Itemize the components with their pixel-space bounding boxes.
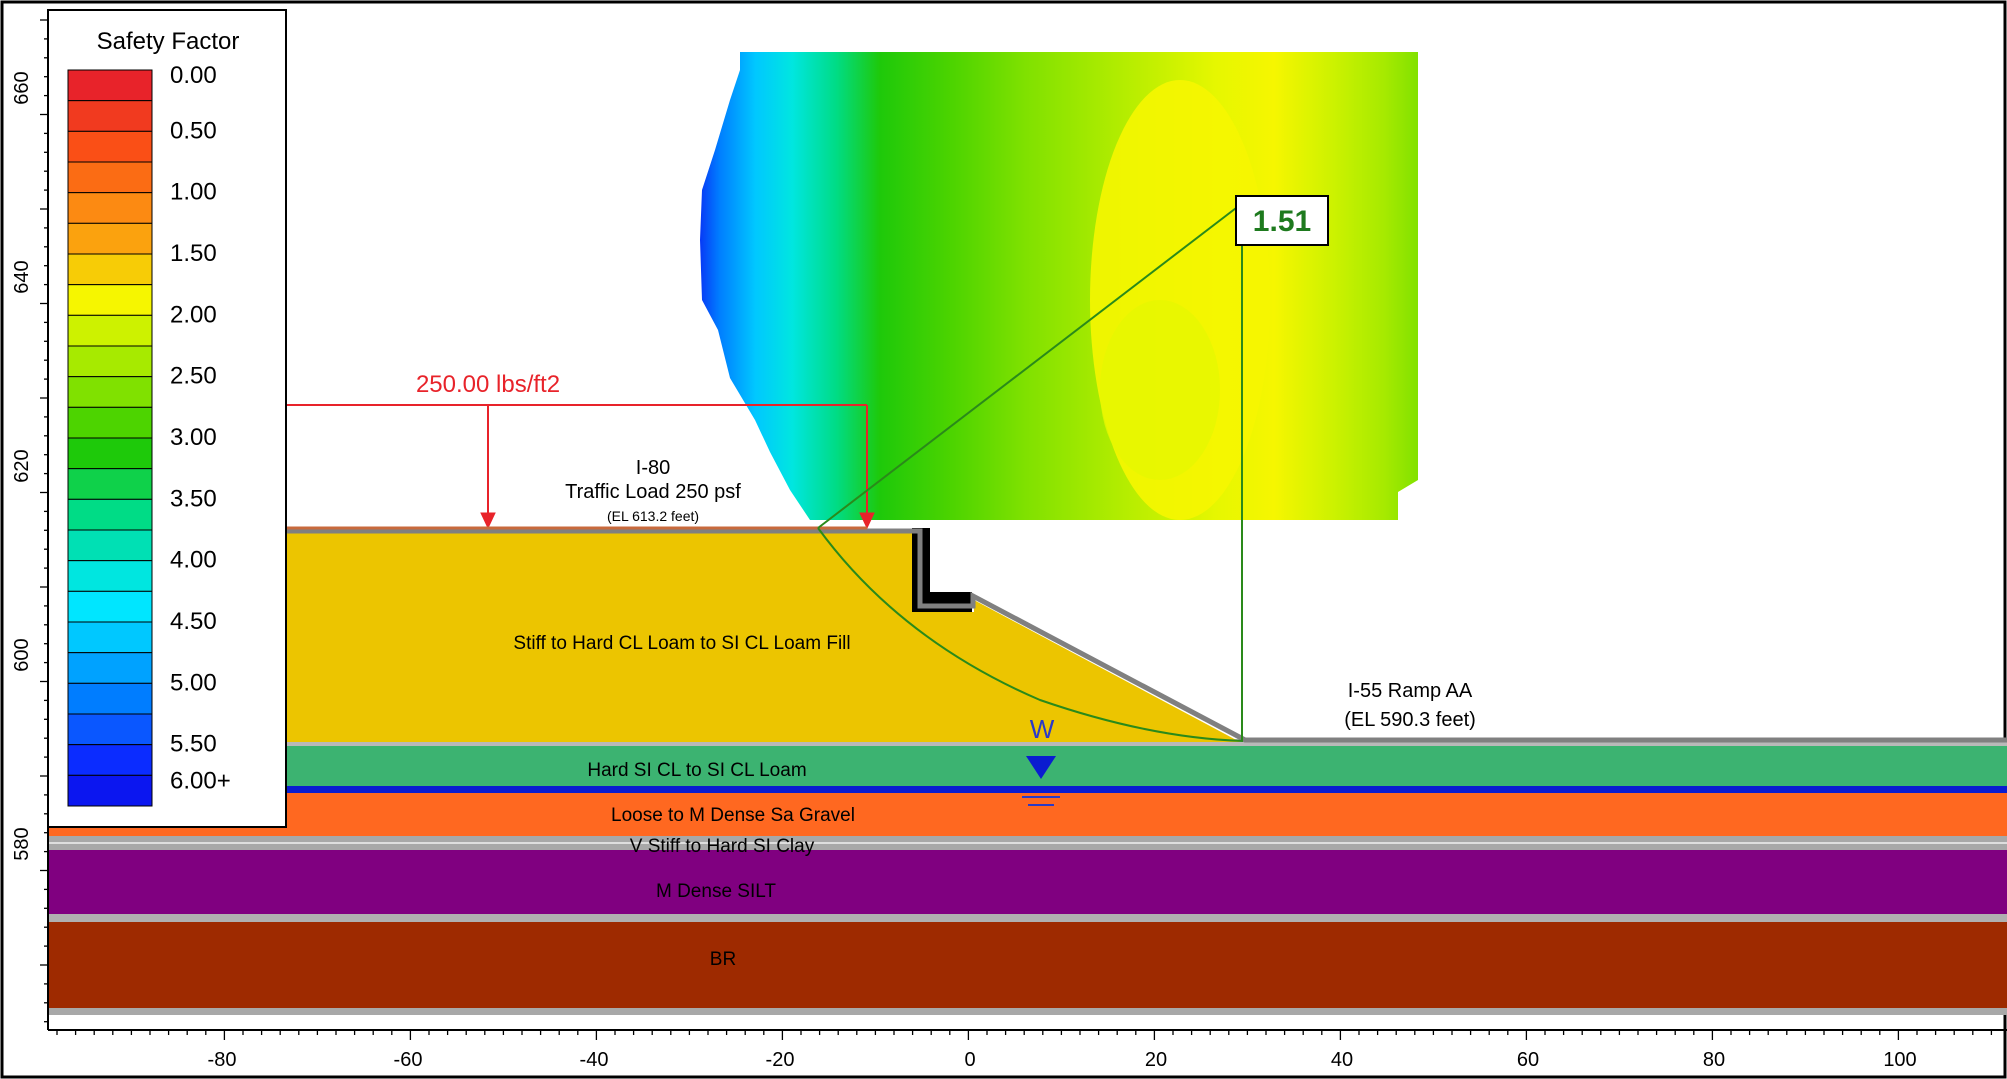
legend-swatch: [67, 253, 153, 286]
top-road-name: I-80: [636, 457, 670, 479]
safety-factor-result-box: [1235, 195, 1329, 246]
water-table-marker: W: [1022, 714, 1060, 806]
y-tick-label: 620: [11, 449, 33, 482]
layer-boundary: [48, 739, 2007, 746]
legend-swatch: [67, 744, 153, 776]
load-arrowhead: [480, 512, 496, 530]
x-tick-label: -20: [766, 1049, 795, 1071]
critical-slip-surface: [817, 204, 1244, 742]
layer-br: [48, 920, 2007, 1010]
layer-label: Loose to M Dense Sa Gravel: [611, 805, 855, 826]
y-tick-label: 580: [11, 827, 33, 860]
legend-bands: 0.00 0.50 1.00 1.50 2.00 2.50 3.00 3.50 4.00 4.50…: [67, 62, 231, 807]
load-magnitude-label: 250.00 lbs/ft2: [416, 371, 560, 398]
layer-label: V Stiff to Hard SI Clay: [630, 836, 815, 857]
load-arrowhead: [859, 512, 875, 530]
y-axis-ticks: [40, 19, 48, 1023]
top-road-elevation: (EL 613.2 feet): [607, 508, 699, 524]
water-triangle-icon: [1026, 756, 1056, 779]
legend-label: 0.50: [170, 117, 217, 144]
ramp-elevation: (EL 590.3 feet): [1344, 709, 1476, 731]
retaining-wall: [912, 528, 972, 612]
legend-swatch: [67, 560, 153, 592]
legend-swatch: [67, 222, 153, 255]
legend-swatch: [67, 376, 153, 408]
legend-label: 3.00: [170, 424, 217, 451]
legend-label: 6.00+: [170, 767, 231, 794]
legend-swatch: [67, 682, 153, 715]
safety-factor-result: 1.51: [1253, 205, 1311, 238]
legend-swatch: [67, 161, 153, 194]
legend-swatch: [67, 406, 153, 439]
safety-factor-legend: Safety Factor 0.00 0.50 1.00 1.50 2.00 2.50 3.…: [47, 9, 287, 828]
legend-swatch: [67, 713, 153, 746]
legend-swatch: [67, 529, 153, 562]
x-tick-label: -60: [394, 1049, 423, 1071]
legend-label: 3.50: [170, 485, 217, 512]
layer-label: M Dense SILT: [656, 881, 776, 902]
water-symbol-label: W: [1030, 714, 1055, 744]
legend-swatch: [67, 621, 153, 654]
layer-boundary: [48, 914, 2007, 922]
legend-swatch: [67, 130, 153, 163]
legend-swatch: [67, 437, 153, 470]
legend-label: 1.00: [170, 179, 217, 206]
legend-swatch: [67, 69, 153, 102]
legend-title: Safety Factor: [97, 28, 240, 55]
layer-boundary: [48, 1008, 2007, 1015]
layer-label: BR: [710, 949, 736, 970]
y-tick-label: 640: [11, 260, 33, 293]
legend-swatch: [67, 100, 153, 132]
x-tick-label: 60: [1517, 1049, 1539, 1071]
legend-swatch: [67, 314, 153, 347]
distributed-load: [286, 404, 875, 530]
legend-swatch: [67, 284, 153, 316]
x-axis-ticks: [56, 1030, 1993, 1040]
safety-factor-contour: [700, 52, 1418, 520]
x-tick-label: 20: [1145, 1049, 1167, 1071]
layer-loose-sa-gravel: [48, 793, 2007, 836]
soil-layers: [48, 528, 2007, 1015]
layer-hard-si-cl: [48, 745, 2007, 786]
legend-label: 1.50: [170, 240, 217, 267]
legend-label: 2.00: [170, 301, 217, 328]
legend-swatch: [67, 468, 153, 500]
slip-center-line: [817, 204, 1241, 529]
legend-label: 4.00: [170, 547, 217, 574]
legend-swatch: [67, 774, 153, 807]
legend-swatch: [67, 498, 153, 531]
legend-label: 2.50: [170, 363, 217, 390]
x-tick-label: -40: [580, 1049, 609, 1071]
legend-swatch: [67, 590, 153, 623]
legend-swatch: [67, 345, 153, 378]
layer-m-dense-silt: [48, 850, 2007, 914]
x-tick-label: -80: [208, 1049, 237, 1071]
water-table-line: [48, 786, 2007, 793]
legend-swatch: [67, 652, 153, 684]
legend-label: 5.00: [170, 669, 217, 696]
ramp-name: I-55 Ramp AA: [1348, 680, 1473, 702]
y-tick-label: 660: [11, 71, 33, 104]
x-tick-label: 80: [1703, 1049, 1725, 1071]
legend-label: 5.50: [170, 731, 217, 758]
layer-fill-embankment: [48, 530, 1240, 742]
layer-label: Stiff to Hard CL Loam to SI CL Loam Fill: [513, 633, 850, 654]
legend-label: 4.50: [170, 608, 217, 635]
legend-swatch: [67, 192, 153, 224]
x-tick-label: 40: [1331, 1049, 1353, 1071]
x-tick-label: 100: [1883, 1049, 1916, 1071]
legend-label: 0.00: [170, 62, 217, 89]
y-tick-label: 600: [11, 638, 33, 671]
slope-outline: [280, 528, 2007, 743]
top-road-load: Traffic Load 250 psf: [565, 481, 741, 503]
layer-label: Hard SI CL to SI CL Loam: [587, 760, 806, 781]
x-tick-label: 0: [964, 1049, 975, 1071]
